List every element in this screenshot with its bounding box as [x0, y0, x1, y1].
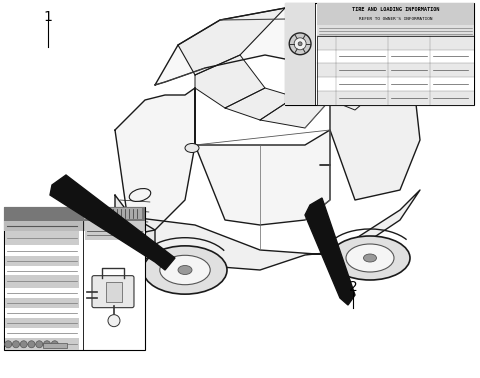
- Bar: [44, 343, 68, 348]
- Bar: [5, 231, 79, 245]
- Bar: [5, 275, 79, 288]
- Circle shape: [20, 341, 27, 348]
- Bar: [4, 207, 145, 221]
- Bar: [5, 298, 79, 308]
- Circle shape: [12, 341, 20, 348]
- Polygon shape: [115, 88, 195, 235]
- Polygon shape: [195, 55, 265, 108]
- Circle shape: [5, 341, 12, 348]
- Polygon shape: [50, 175, 175, 270]
- Polygon shape: [155, 8, 410, 85]
- Bar: [285, 3, 315, 105]
- FancyBboxPatch shape: [92, 276, 134, 308]
- Bar: [5, 318, 79, 328]
- Bar: [317, 64, 474, 77]
- Circle shape: [298, 42, 302, 46]
- Polygon shape: [195, 88, 330, 225]
- Polygon shape: [115, 195, 155, 265]
- Circle shape: [28, 341, 35, 348]
- Circle shape: [51, 341, 58, 348]
- Polygon shape: [305, 198, 355, 305]
- Text: REFER TO OWNER'S INFORMATION: REFER TO OWNER'S INFORMATION: [359, 17, 432, 21]
- Bar: [317, 77, 474, 91]
- Polygon shape: [260, 97, 330, 128]
- Ellipse shape: [160, 255, 210, 285]
- Ellipse shape: [185, 144, 199, 152]
- Bar: [5, 338, 79, 350]
- Polygon shape: [178, 8, 285, 75]
- Ellipse shape: [330, 236, 410, 280]
- Bar: [5, 308, 79, 318]
- Bar: [317, 3, 474, 25]
- Bar: [4, 221, 145, 231]
- Ellipse shape: [143, 246, 227, 294]
- Ellipse shape: [363, 254, 376, 262]
- Ellipse shape: [129, 189, 151, 201]
- Bar: [5, 288, 79, 298]
- Bar: [317, 25, 474, 36]
- Bar: [5, 245, 79, 256]
- Bar: [317, 36, 474, 50]
- Circle shape: [108, 314, 120, 327]
- Bar: [317, 91, 474, 105]
- Ellipse shape: [178, 265, 192, 274]
- Circle shape: [294, 38, 306, 50]
- Bar: [285, 3, 474, 105]
- Polygon shape: [115, 190, 420, 270]
- Text: 1: 1: [44, 10, 52, 24]
- Bar: [84, 208, 142, 219]
- Ellipse shape: [346, 244, 394, 272]
- Bar: [317, 36, 474, 105]
- Bar: [5, 328, 79, 338]
- Text: TIRE AND LOADING INFORMATION: TIRE AND LOADING INFORMATION: [352, 7, 439, 12]
- Polygon shape: [355, 18, 410, 80]
- Bar: [85, 221, 144, 240]
- Polygon shape: [225, 88, 295, 120]
- Bar: [317, 50, 474, 64]
- Circle shape: [36, 341, 43, 348]
- Text: 2: 2: [348, 280, 358, 294]
- Bar: [5, 266, 79, 275]
- Polygon shape: [330, 80, 420, 200]
- Polygon shape: [330, 68, 390, 110]
- Circle shape: [289, 33, 311, 55]
- Bar: [4, 207, 145, 350]
- Bar: [106, 282, 122, 302]
- Circle shape: [44, 341, 50, 348]
- Bar: [5, 256, 79, 266]
